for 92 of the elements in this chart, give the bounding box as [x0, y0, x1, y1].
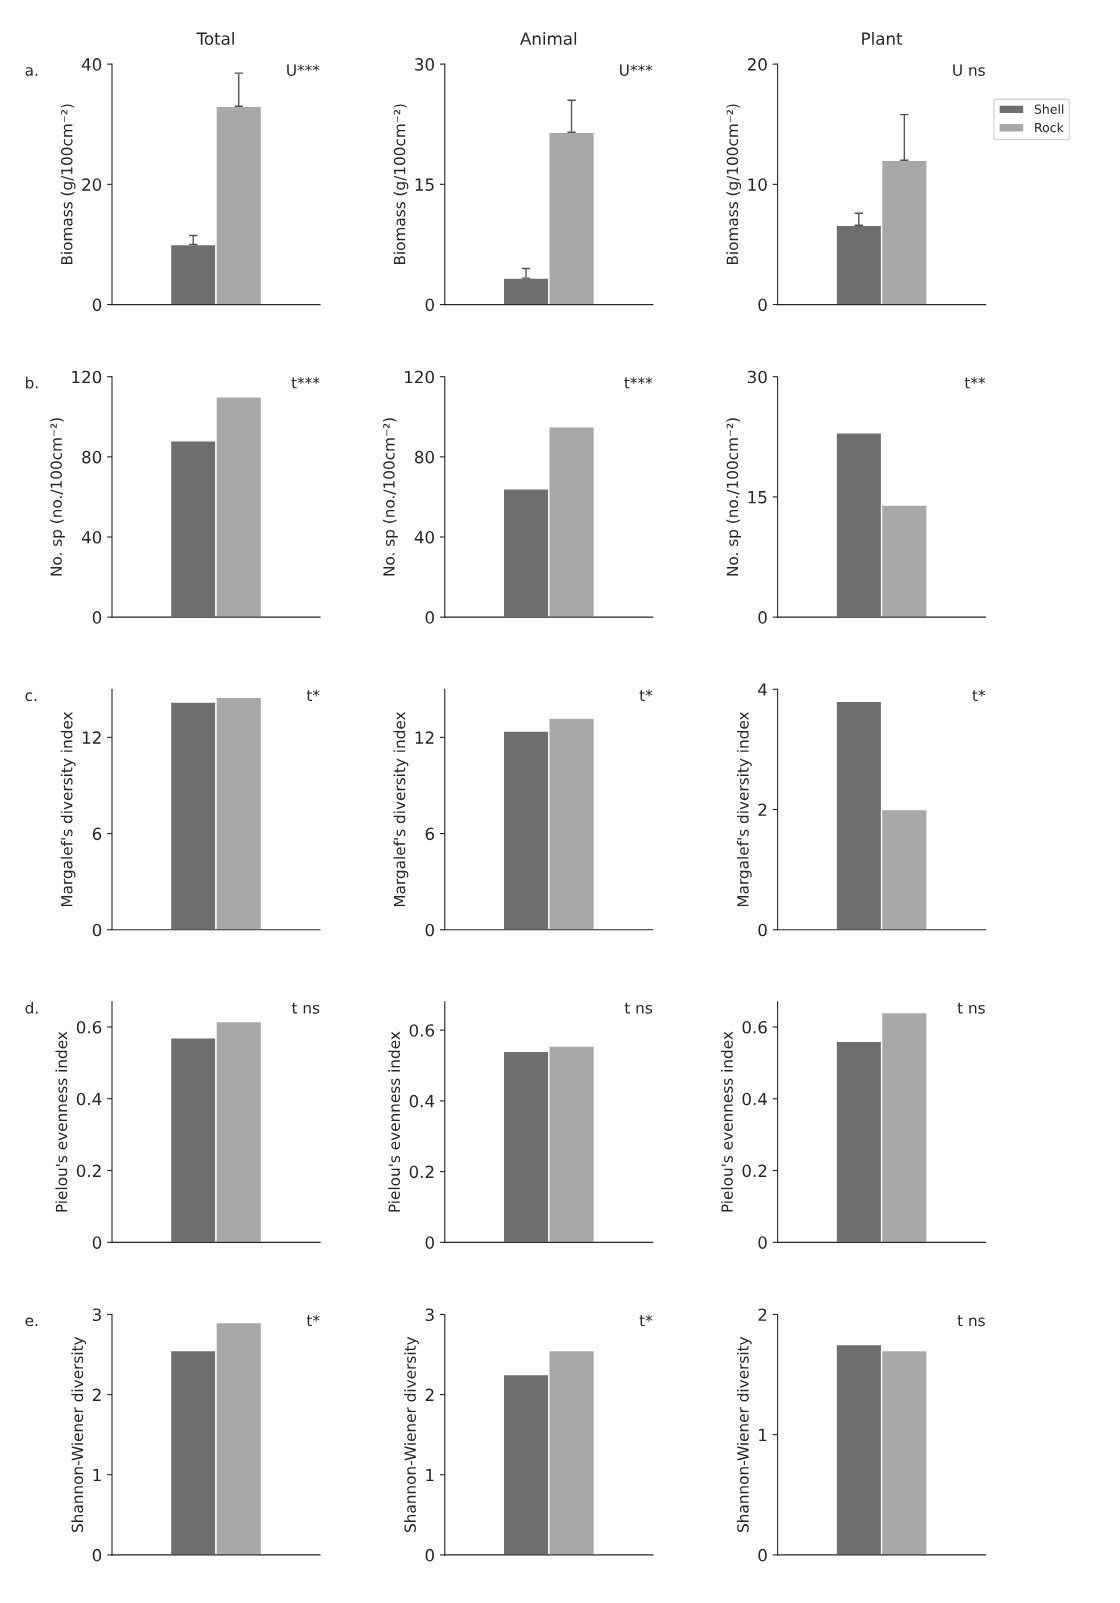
y-tick-label: 20 [82, 178, 102, 191]
legend-label: Shell [1034, 104, 1064, 114]
annotation: t* [639, 1314, 653, 1327]
annotation: t** [964, 376, 986, 389]
y-tick-label: 4 [758, 683, 767, 696]
y-tick-label: 0 [758, 298, 767, 312]
y-tick-label: 80 [82, 450, 102, 464]
y-axis-title: Pielou's evenness index [55, 1031, 68, 1212]
y-tick-label: 40 [414, 530, 434, 544]
y-tick-label: 0.4 [742, 1092, 767, 1106]
y-tick-label: 1 [93, 1468, 101, 1482]
text: e. [25, 1317, 38, 1327]
annotation: U*** [620, 64, 653, 76]
text: c. [25, 692, 37, 702]
y-tick-label: 0 [425, 611, 434, 624]
annotation: U ns [953, 64, 985, 76]
annotation: t ns [957, 1002, 985, 1014]
y-tick-label: 30 [747, 370, 767, 384]
chart-title: Animal [520, 32, 577, 45]
annotation: U*** [287, 64, 320, 76]
y-tick-label: 0 [425, 923, 434, 937]
y-tick-label: 0.2 [76, 1164, 101, 1178]
y-tick-label: 0.2 [409, 1165, 434, 1179]
text: a. [25, 67, 38, 76]
y-tick-label: 2 [758, 1308, 767, 1321]
y-axis-title: No. sp (no./100cm⁻²) [726, 418, 742, 576]
y-tick-label: 10 [748, 178, 767, 191]
y-tick-label: 20 [747, 58, 767, 71]
y-tick-label: 0 [758, 1236, 767, 1249]
y-tick-label: 6 [92, 827, 102, 841]
y-tick-label: 0 [758, 1548, 767, 1562]
y-tick-label: 0.4 [409, 1094, 435, 1108]
y-tick-label: 0.6 [409, 1024, 435, 1037]
annotation: t* [306, 1314, 320, 1327]
annotation: t ns [957, 1315, 985, 1327]
y-tick-label: 30 [415, 58, 434, 71]
text: d. [25, 1001, 38, 1014]
annotation: t ns [624, 1002, 653, 1014]
y-tick-label: 0 [425, 1548, 434, 1562]
y-tick-label: 40 [81, 530, 102, 544]
y-axis-title: Margalef's diversity index [393, 711, 409, 907]
y-tick-label: 15 [415, 178, 434, 191]
y-axis-title: Margalef's diversity index [60, 711, 76, 907]
annotation: t ns [291, 1002, 320, 1014]
y-tick-label: 0.6 [742, 1020, 767, 1034]
annotation: t* [972, 689, 986, 701]
y-tick-label: 0.4 [76, 1092, 102, 1106]
y-tick-label: 1 [759, 1428, 767, 1442]
y-tick-label: 12 [82, 731, 101, 744]
y-tick-label: 3 [425, 1308, 434, 1322]
y-tick-label: 15 [748, 491, 767, 504]
legend-label: Rock [1035, 122, 1064, 133]
y-tick-label: 40 [81, 58, 102, 71]
y-tick-label: 0 [92, 1236, 102, 1249]
y-axis-title: Shannon-Wiener diversity [71, 1336, 87, 1532]
y-tick-label: 0 [425, 1236, 434, 1249]
text: b. [26, 376, 38, 389]
y-tick-label: 120 [405, 370, 434, 384]
y-axis-title: Shannon-Wiener diversity [736, 1336, 752, 1532]
y-tick-label: 0 [425, 298, 434, 312]
y-axis-title: Biomass (g/100cm⁻²) [393, 104, 409, 265]
y-axis-title: Margalef's diversity index [736, 711, 752, 907]
y-tick-label: 0 [92, 611, 102, 624]
y-tick-label: 0.2 [742, 1164, 767, 1178]
y-tick-label: 120 [72, 370, 102, 384]
y-tick-label: 2 [758, 803, 767, 816]
y-tick-label: 12 [415, 731, 434, 744]
y-tick-label: 1 [426, 1468, 434, 1482]
y-axis-title: No. sp (no./100cm⁻²) [50, 418, 65, 576]
annotation: t*** [624, 376, 653, 389]
y-tick-label: 0 [758, 923, 767, 937]
chart-title: Total [196, 32, 234, 45]
annotation: t*** [291, 376, 320, 389]
y-tick-label: 0 [92, 923, 102, 937]
y-tick-label: 6 [425, 827, 435, 841]
y-tick-label: 2 [425, 1388, 434, 1401]
y-tick-label: 0 [758, 611, 767, 624]
y-axis-title: Shannon-Wiener diversity [404, 1336, 419, 1532]
y-tick-label: 0 [92, 298, 102, 312]
annotation: t* [639, 689, 653, 701]
y-tick-label: 80 [415, 450, 434, 464]
y-axis-title: No. sp (no./100cm⁻²) [382, 418, 398, 576]
y-axis-title: Biomass (g/100cm⁻²) [60, 104, 76, 265]
y-tick-label: 0.6 [76, 1020, 102, 1034]
y-tick-label: 0 [92, 1548, 102, 1562]
y-axis-title: Pielou's evenness index [388, 1031, 401, 1212]
y-axis-title: Pielou's evenness index [721, 1031, 733, 1212]
y-tick-label: 3 [92, 1308, 101, 1322]
y-axis-title: Biomass (g/100cm⁻²) [726, 104, 742, 265]
y-tick-label: 2 [92, 1388, 101, 1401]
chart-title: Plant [862, 32, 903, 45]
annotation: t* [306, 689, 320, 701]
